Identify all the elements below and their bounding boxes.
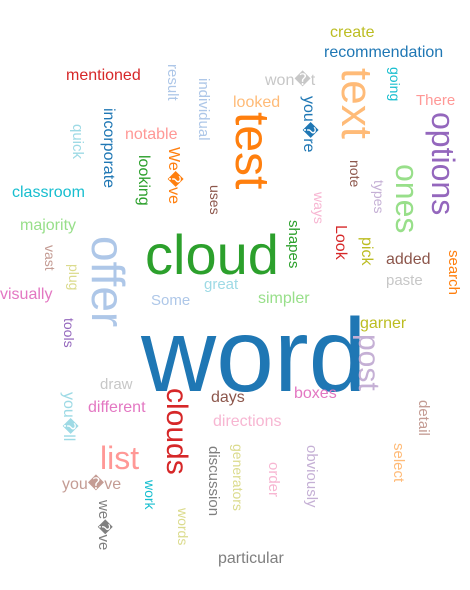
word-options: options	[425, 112, 461, 216]
word-shapes: shapes	[285, 220, 302, 269]
word-text: text	[332, 68, 381, 139]
word-discussion: discussion	[205, 446, 222, 517]
word-directions: directions	[213, 413, 282, 430]
word-clouds: clouds	[160, 388, 193, 475]
word-incorporate: incorporate	[100, 108, 117, 189]
word-word: word	[141, 298, 367, 414]
word-there: There	[416, 92, 456, 109]
word-youve: you�ve	[62, 476, 122, 493]
word-post: post	[352, 334, 385, 391]
word-added: added	[386, 251, 431, 268]
word-vast: vast	[42, 245, 58, 271]
word-boxes: boxes	[294, 385, 337, 402]
word-youll: you�ll	[60, 392, 77, 442]
word-test: test	[225, 112, 278, 190]
word-types: types	[371, 180, 387, 214]
word-different: different	[88, 399, 146, 416]
word-list: list	[100, 440, 140, 476]
word-tools: tools	[61, 318, 77, 348]
word-recommendation: recommendation	[324, 44, 444, 61]
word-majority: majority	[20, 217, 77, 234]
word-detail: detail	[415, 400, 432, 436]
word-obviously: obviously	[303, 445, 320, 508]
word-going: going	[387, 67, 403, 102]
word-great: great	[204, 276, 239, 293]
word-draw: draw	[100, 376, 133, 393]
word-words: words	[175, 508, 191, 546]
word-notable: notable	[125, 126, 178, 143]
word-garner: garner	[360, 315, 407, 332]
word-ones: ones	[389, 164, 425, 234]
word-pick: pick	[358, 237, 375, 266]
word-paste: paste	[386, 272, 423, 289]
word-some: Some	[151, 292, 191, 309]
word-particular: particular	[218, 550, 284, 567]
word-work: work	[142, 480, 158, 510]
word-individual: individual	[195, 78, 212, 141]
word-classroom: classroom	[12, 184, 85, 201]
word-youre: you�re	[300, 96, 317, 153]
word-order: order	[265, 462, 282, 498]
word-look: Look	[332, 225, 349, 260]
word-quick: quick	[69, 124, 86, 160]
word-simpler: simpler	[258, 290, 310, 307]
word-looked: looked	[233, 94, 281, 111]
word-visually: visually	[0, 286, 53, 303]
word-cloud-term: cloud	[145, 223, 279, 286]
word-weve-lower: we�ve	[95, 500, 112, 551]
word-days: days	[211, 389, 245, 406]
word-looking: looking	[135, 155, 152, 206]
word-create: create	[330, 24, 375, 41]
word-wont: won�t	[265, 72, 316, 89]
word-result: result	[164, 64, 181, 101]
word-search: search	[445, 250, 462, 296]
word-ways: ways	[311, 192, 327, 224]
word-uses: uses	[207, 185, 223, 215]
word-select: select	[390, 443, 407, 483]
word-weve: We�ve	[165, 147, 182, 205]
word-plug: plug	[66, 264, 82, 291]
word-note: note	[347, 160, 363, 188]
word-offer: offer	[82, 236, 134, 328]
word-generators: generators	[230, 444, 246, 511]
word-mentioned: mentioned	[66, 67, 141, 84]
